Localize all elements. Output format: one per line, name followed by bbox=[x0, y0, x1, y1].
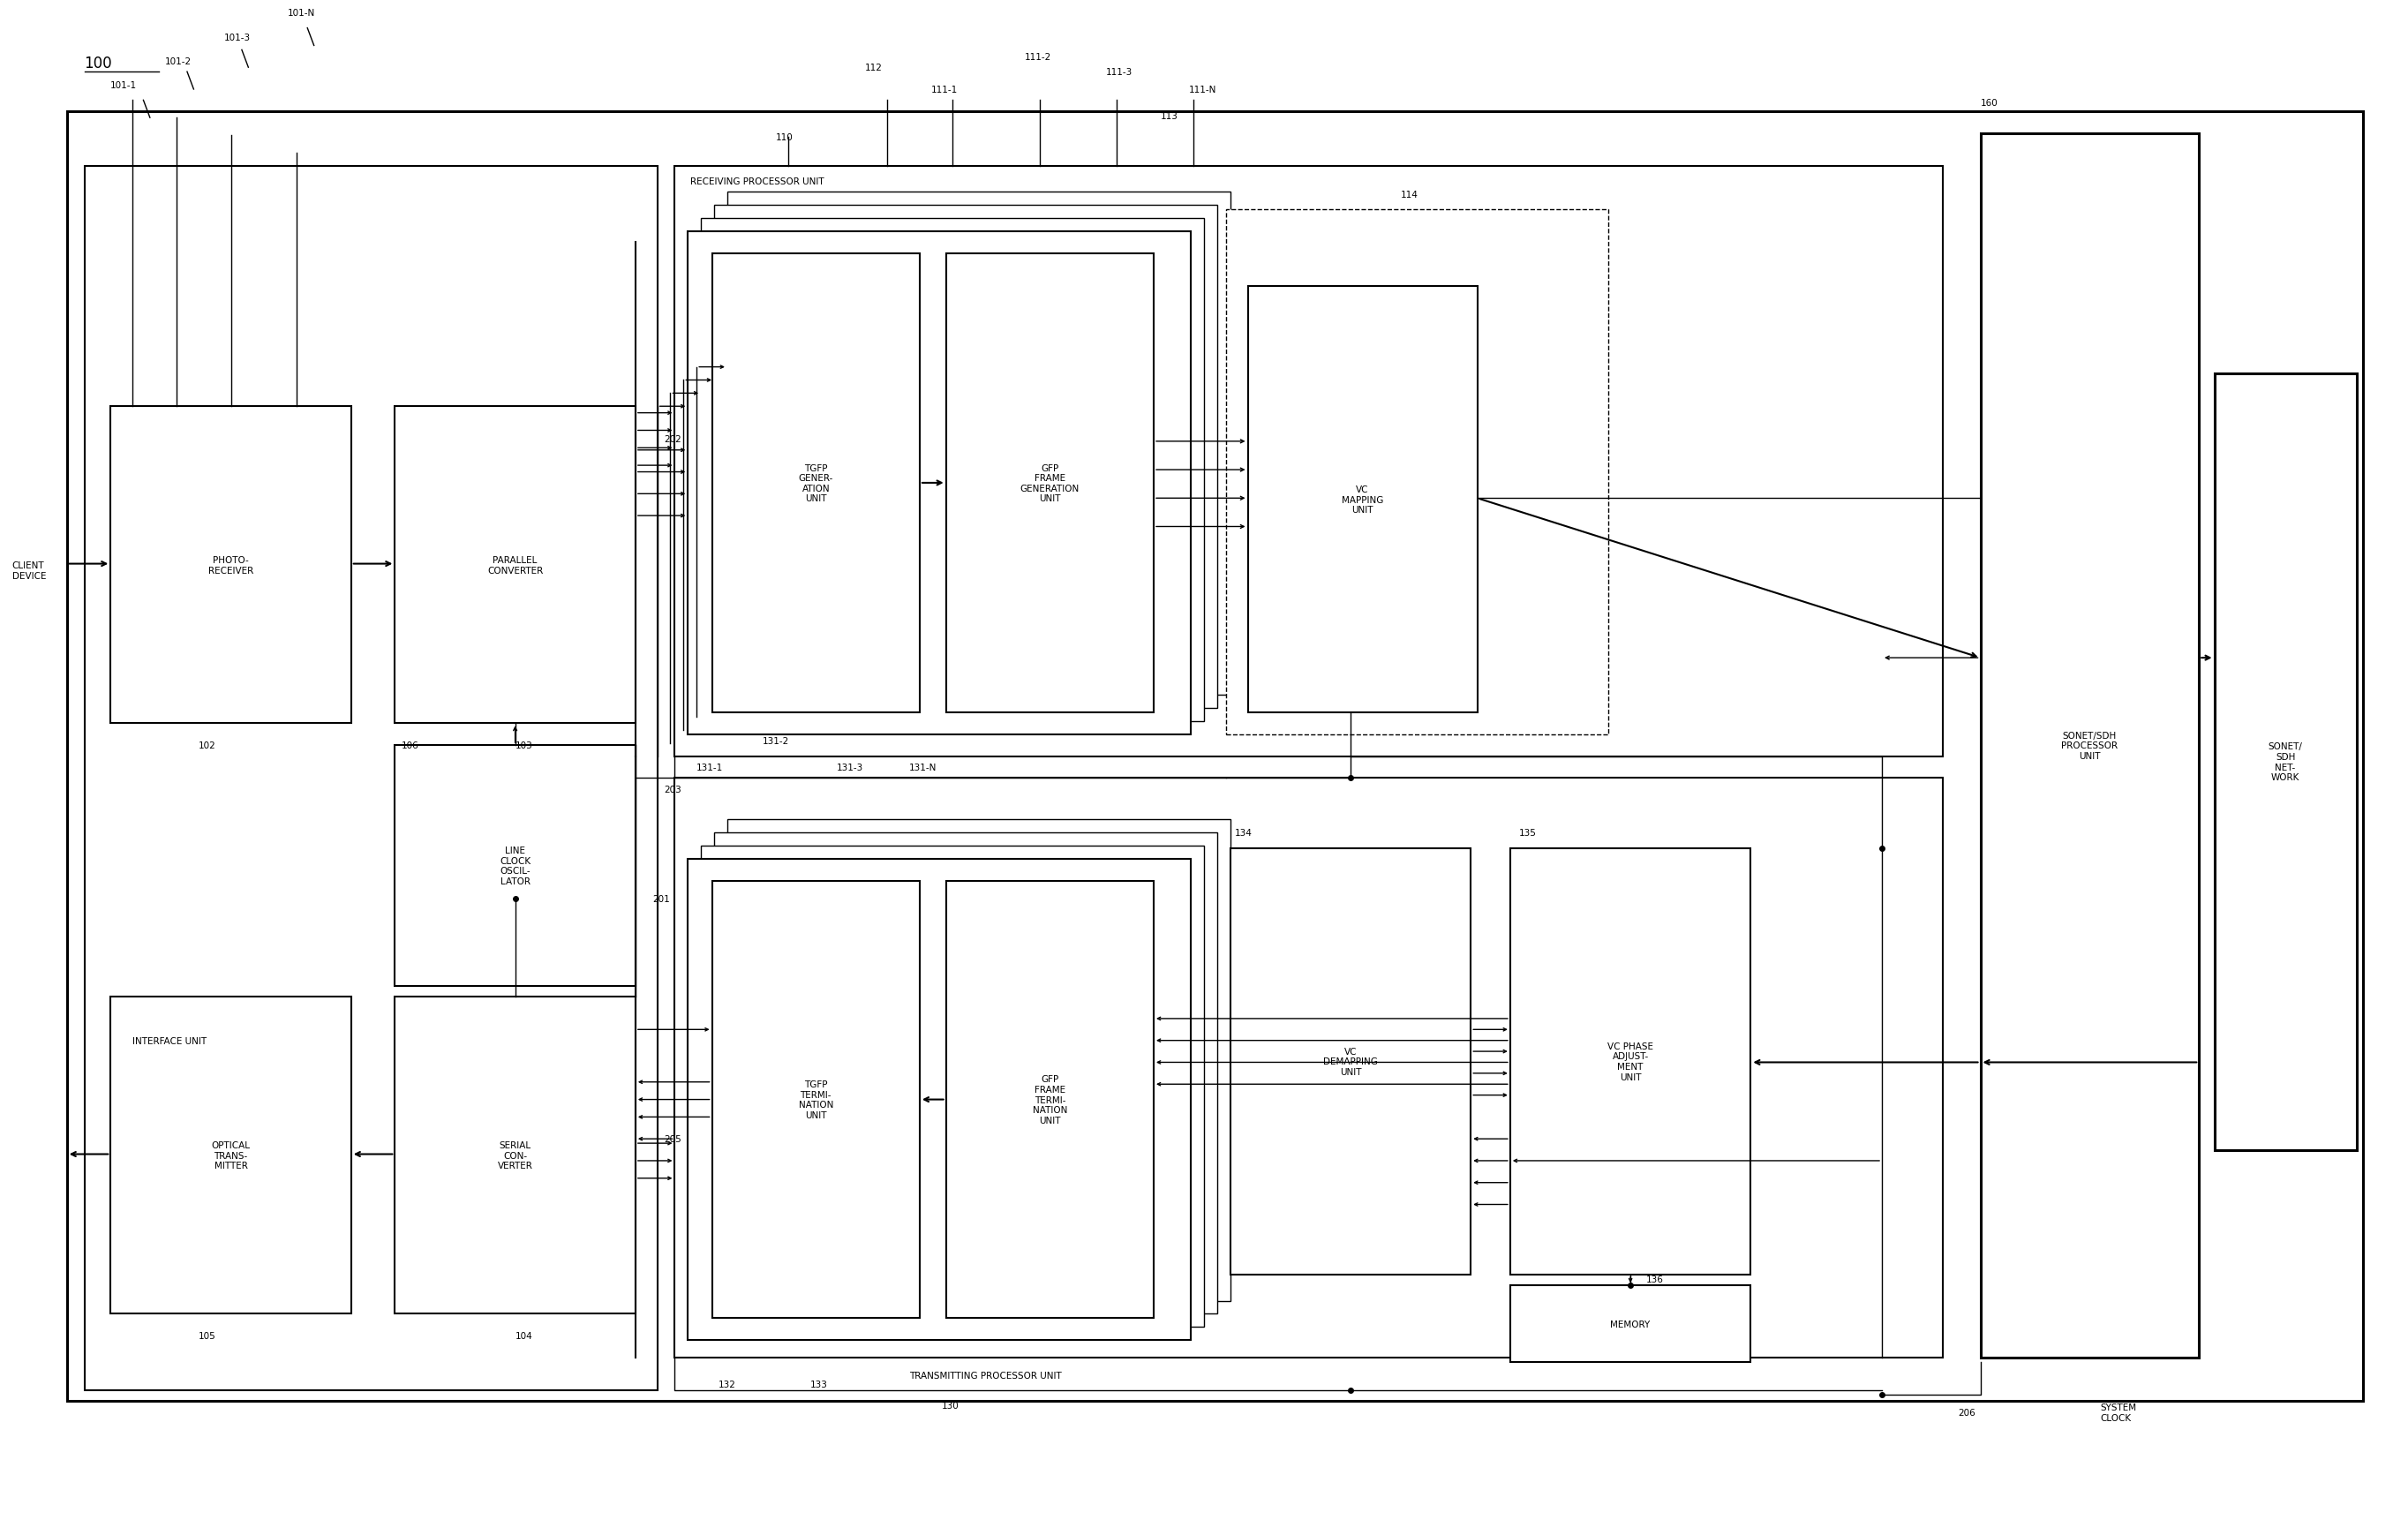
Text: 102: 102 bbox=[197, 741, 214, 751]
Text: 205: 205 bbox=[665, 1134, 681, 1144]
Text: 112: 112 bbox=[864, 63, 884, 72]
Text: 103: 103 bbox=[515, 741, 532, 751]
Text: 131-1: 131-1 bbox=[696, 763, 722, 772]
Text: 111-1: 111-1 bbox=[929, 86, 958, 94]
Bar bbox=[395, 407, 636, 725]
Text: OPTICAL
TRANS-
MITTER: OPTICAL TRANS- MITTER bbox=[212, 1141, 250, 1170]
Text: RECEIVING PROCESSOR UNIT: RECEIVING PROCESSOR UNIT bbox=[691, 178, 824, 186]
Bar bbox=[674, 778, 1943, 1357]
Bar bbox=[727, 193, 1230, 695]
Text: VC
DEMAPPING
UNIT: VC DEMAPPING UNIT bbox=[1324, 1047, 1377, 1076]
Bar bbox=[713, 881, 920, 1319]
Text: 104: 104 bbox=[515, 1331, 532, 1340]
Text: MEMORY: MEMORY bbox=[1611, 1319, 1649, 1328]
Bar bbox=[689, 232, 1192, 735]
Text: CLIENT
DEVICE: CLIENT DEVICE bbox=[12, 562, 46, 580]
Text: 105: 105 bbox=[197, 1331, 214, 1340]
Text: 101-N: 101-N bbox=[287, 9, 315, 18]
Bar bbox=[715, 834, 1216, 1314]
Text: TGFP
GENER-
ATION
UNIT: TGFP GENER- ATION UNIT bbox=[799, 464, 833, 503]
Bar bbox=[395, 746, 636, 985]
Text: 134: 134 bbox=[1235, 829, 1252, 838]
Text: 113: 113 bbox=[1161, 112, 1178, 121]
Text: 110: 110 bbox=[775, 134, 792, 143]
Text: 206: 206 bbox=[1958, 1408, 1977, 1417]
Text: 203: 203 bbox=[665, 784, 681, 794]
Text: INTERFACE UNIT: INTERFACE UNIT bbox=[132, 1036, 207, 1045]
Bar bbox=[2215, 375, 2357, 1150]
Text: GFP
FRAME
GENERATION
UNIT: GFP FRAME GENERATION UNIT bbox=[1021, 464, 1079, 503]
Bar bbox=[84, 166, 657, 1391]
Text: SERIAL
CON-
VERTER: SERIAL CON- VERTER bbox=[498, 1141, 532, 1170]
Text: 111-N: 111-N bbox=[1190, 86, 1216, 94]
Bar bbox=[1510, 849, 1751, 1274]
Bar bbox=[701, 220, 1204, 721]
Bar bbox=[111, 998, 352, 1314]
Bar bbox=[395, 998, 636, 1314]
Text: PARALLEL
CONVERTER: PARALLEL CONVERTER bbox=[486, 556, 544, 576]
Text: TRANSMITTING PROCESSOR UNIT: TRANSMITTING PROCESSOR UNIT bbox=[910, 1371, 1062, 1380]
Bar bbox=[713, 253, 920, 712]
Text: GFP
FRAME
TERMI-
NATION
UNIT: GFP FRAME TERMI- NATION UNIT bbox=[1033, 1074, 1067, 1125]
Bar bbox=[1247, 287, 1479, 712]
Text: SONET/SDH
PROCESSOR
UNIT: SONET/SDH PROCESSOR UNIT bbox=[2061, 731, 2119, 760]
Bar bbox=[715, 206, 1216, 709]
Text: 135: 135 bbox=[1519, 829, 1536, 838]
Bar bbox=[689, 860, 1192, 1340]
Text: VC
MAPPING
UNIT: VC MAPPING UNIT bbox=[1341, 485, 1385, 514]
Text: 114: 114 bbox=[1401, 190, 1418, 200]
Text: 133: 133 bbox=[811, 1380, 828, 1388]
Text: LINE
CLOCK
OSCIL-
LATOR: LINE CLOCK OSCIL- LATOR bbox=[498, 846, 530, 886]
Text: 111-2: 111-2 bbox=[1026, 52, 1052, 61]
Text: 106: 106 bbox=[402, 741, 419, 751]
Text: 201: 201 bbox=[653, 895, 669, 903]
Bar bbox=[946, 253, 1153, 712]
Bar bbox=[1230, 849, 1471, 1274]
Text: 132: 132 bbox=[718, 1380, 737, 1388]
Bar bbox=[111, 407, 352, 725]
Bar bbox=[674, 166, 1943, 757]
Text: TGFP
TERMI-
NATION
UNIT: TGFP TERMI- NATION UNIT bbox=[799, 1081, 833, 1119]
Bar bbox=[727, 820, 1230, 1300]
Bar bbox=[946, 881, 1153, 1319]
Text: 131-2: 131-2 bbox=[763, 737, 790, 746]
Text: SYSTEM
CLOCK: SYSTEM CLOCK bbox=[2100, 1403, 2136, 1421]
Text: 160: 160 bbox=[1979, 98, 1999, 107]
Text: SONET/
SDH
NET-
WORK: SONET/ SDH NET- WORK bbox=[2268, 743, 2302, 781]
Text: 100: 100 bbox=[84, 55, 113, 72]
Text: 130: 130 bbox=[942, 1401, 958, 1411]
Bar bbox=[1510, 1285, 1751, 1362]
Text: 101-1: 101-1 bbox=[111, 81, 137, 91]
Bar bbox=[1979, 134, 2199, 1357]
Text: 202: 202 bbox=[665, 436, 681, 444]
Text: 101-2: 101-2 bbox=[166, 57, 193, 66]
Text: 136: 136 bbox=[1645, 1274, 1664, 1283]
Bar bbox=[1226, 210, 1609, 735]
Bar bbox=[67, 112, 2362, 1401]
Bar bbox=[701, 846, 1204, 1328]
Text: 101-3: 101-3 bbox=[224, 34, 250, 41]
Text: 111-3: 111-3 bbox=[1105, 68, 1132, 77]
Text: VC PHASE
ADJUST-
MENT
UNIT: VC PHASE ADJUST- MENT UNIT bbox=[1609, 1042, 1654, 1081]
Text: 131-N: 131-N bbox=[908, 763, 937, 772]
Text: 131-3: 131-3 bbox=[836, 763, 864, 772]
Text: PHOTO-
RECEIVER: PHOTO- RECEIVER bbox=[207, 556, 253, 576]
